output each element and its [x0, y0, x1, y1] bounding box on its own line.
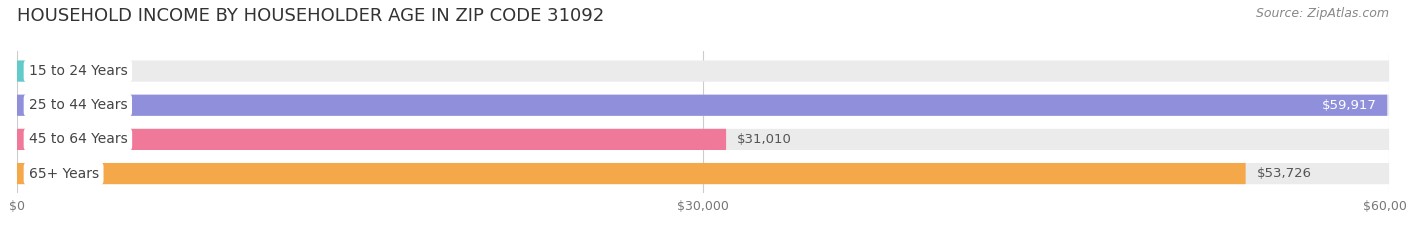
Text: $0: $0 — [65, 65, 82, 78]
Text: 25 to 44 Years: 25 to 44 Years — [28, 98, 127, 112]
FancyBboxPatch shape — [17, 61, 1389, 82]
FancyBboxPatch shape — [17, 95, 1389, 116]
Text: HOUSEHOLD INCOME BY HOUSEHOLDER AGE IN ZIP CODE 31092: HOUSEHOLD INCOME BY HOUSEHOLDER AGE IN Z… — [17, 7, 605, 25]
Text: $59,917: $59,917 — [1322, 99, 1376, 112]
FancyBboxPatch shape — [17, 95, 1388, 116]
Text: 65+ Years: 65+ Years — [28, 167, 98, 181]
Text: $53,726: $53,726 — [1257, 167, 1312, 180]
Text: 15 to 24 Years: 15 to 24 Years — [28, 64, 128, 78]
Text: 45 to 64 Years: 45 to 64 Years — [28, 132, 128, 146]
Text: $31,010: $31,010 — [737, 133, 792, 146]
Text: Source: ZipAtlas.com: Source: ZipAtlas.com — [1256, 7, 1389, 20]
FancyBboxPatch shape — [17, 61, 51, 82]
FancyBboxPatch shape — [17, 129, 1389, 150]
FancyBboxPatch shape — [17, 129, 725, 150]
FancyBboxPatch shape — [17, 163, 1389, 184]
FancyBboxPatch shape — [17, 163, 1246, 184]
